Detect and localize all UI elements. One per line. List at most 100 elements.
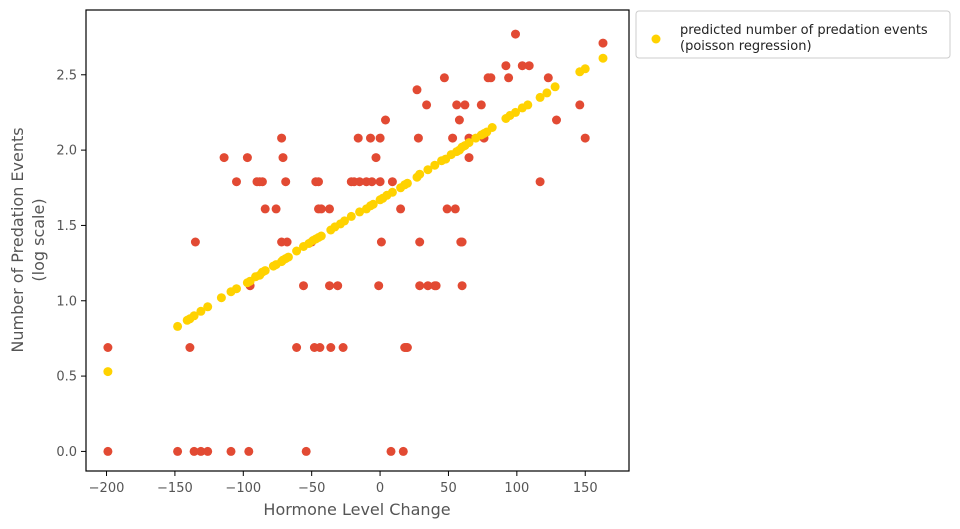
plot-area [85, 9, 630, 472]
observed-point-74 [457, 281, 467, 291]
observed-point-37 [333, 281, 343, 291]
observed-point-44 [366, 133, 375, 143]
observed-point-71 [452, 100, 462, 110]
observed-point-68 [442, 204, 452, 214]
observed-point-89 [543, 73, 553, 83]
observed-point-4 [189, 446, 199, 456]
observed-point-90 [552, 115, 561, 125]
observed-point-84 [504, 73, 514, 83]
predicted-point-47 [423, 165, 433, 175]
y-axis-title-line-2: (log scale) [29, 198, 48, 281]
y-tick-label: 1.0 [56, 294, 77, 309]
observed-point-50 [376, 237, 386, 247]
x-tick-label: 0 [376, 481, 384, 496]
x-tick-label: 100 [504, 481, 529, 496]
observed-point-72 [454, 115, 464, 125]
predicted-point-34 [355, 207, 365, 217]
observed-point-88 [535, 177, 545, 187]
observed-point-30 [314, 177, 323, 187]
observed-point-1 [103, 446, 113, 456]
predicted-point-37 [368, 199, 378, 209]
predicted-point-7 [216, 293, 226, 303]
observed-point-69 [448, 133, 458, 143]
observed-point-70 [450, 204, 460, 214]
y-axis: 0.0 0.5 1.0 1.5 2.0 2.5 [56, 68, 86, 460]
predicted-point-41 [387, 187, 397, 197]
observed-point-60 [413, 133, 423, 143]
x-axis: −200 −150 −100 −50 0 50 100 150 [89, 471, 598, 496]
observed-point-42 [355, 177, 365, 187]
observed-point-24 [292, 343, 302, 352]
predicted-point-61 [487, 123, 497, 132]
predicted-point-66 [523, 100, 533, 110]
observed-point-85 [511, 29, 520, 39]
predicted-point-9 [232, 284, 241, 294]
observed-point-3 [185, 343, 195, 352]
x-tick-label: −150 [157, 481, 193, 496]
observed-point-78 [464, 153, 474, 163]
observed-point-46 [371, 153, 381, 163]
observed-point-62 [415, 281, 425, 291]
predicted-point-15 [260, 266, 270, 276]
x-tick-label: −50 [298, 481, 325, 496]
observed-point-93 [598, 38, 608, 48]
x-axis-title: Hormone Level Change [263, 500, 450, 519]
observed-point-79 [476, 100, 486, 110]
y-tick-label: 1.5 [56, 219, 77, 234]
observed-point-61 [415, 237, 425, 247]
observed-point-26 [301, 446, 311, 456]
x-tick-label: −200 [89, 481, 125, 496]
observed-point-9 [226, 446, 236, 456]
predicted-point-71 [580, 64, 590, 74]
observed-point-51 [381, 115, 390, 125]
observed-point-41 [353, 133, 363, 143]
observed-point-58 [402, 343, 412, 352]
predicted-point-4 [189, 311, 199, 321]
observed-point-52 [386, 446, 396, 456]
observed-point-91 [575, 100, 585, 110]
observed-point-76 [460, 100, 470, 110]
observed-point-67 [439, 73, 449, 83]
observed-point-59 [412, 85, 422, 95]
observed-point-6 [196, 446, 206, 456]
observed-point-25 [299, 281, 308, 291]
legend-label-line-1: predicted number of predation events [680, 23, 928, 38]
y-axis-title-line-1: Number of Predation Events [8, 127, 27, 352]
observed-point-22 [281, 177, 291, 187]
observed-point-12 [244, 446, 254, 456]
observed-point-66 [431, 281, 441, 291]
x-tick-label: 50 [440, 481, 457, 496]
observed-point-11 [242, 153, 252, 163]
observed-point-33 [316, 204, 326, 214]
observed-point-21 [278, 153, 288, 163]
observed-point-5 [190, 237, 200, 247]
observed-point-10 [232, 177, 241, 187]
observed-point-8 [219, 153, 229, 163]
predicted-point-44 [402, 178, 412, 188]
observed-point-36 [326, 343, 336, 352]
observed-point-83 [501, 61, 511, 71]
predicted-point-32 [340, 216, 349, 226]
observed-point-18 [271, 204, 281, 214]
observed-point-17 [260, 204, 270, 214]
observed-point-87 [524, 61, 534, 71]
legend-label-line-2: (poisson regression) [680, 39, 812, 54]
y-axis-title: Number of Predation Events (log scale) [8, 127, 48, 352]
predicted-point-48 [430, 160, 440, 170]
x-tick-label: 150 [573, 481, 598, 496]
predicted-point-72 [598, 53, 608, 63]
predicted-point-46 [415, 169, 425, 179]
observed-point-32 [315, 343, 325, 352]
observed-point-86 [517, 61, 527, 71]
observed-point-63 [422, 100, 432, 110]
observed-point-34 [325, 204, 334, 214]
observed-point-7 [203, 446, 213, 456]
predicted-point-67 [535, 92, 545, 102]
observed-point-53 [387, 177, 397, 187]
observed-point-16 [257, 177, 267, 187]
observed-point-23 [282, 237, 292, 247]
legend-marker [651, 34, 661, 44]
predicted-point-6 [203, 302, 213, 312]
predicted-point-28 [316, 231, 326, 241]
